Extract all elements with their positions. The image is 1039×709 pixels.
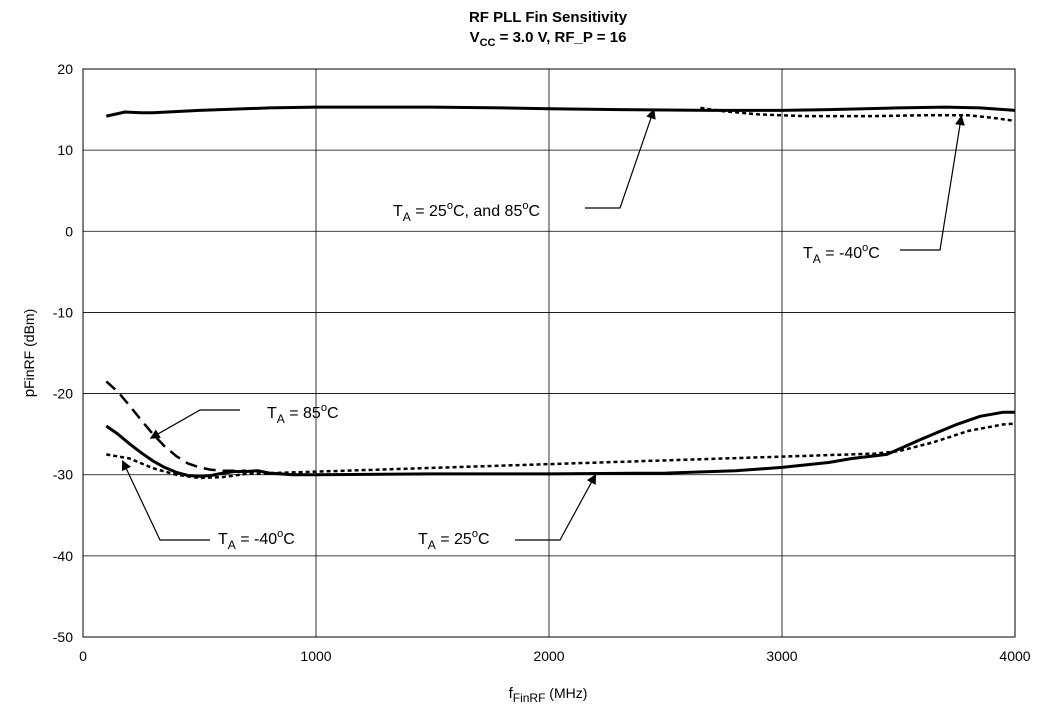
y-tick-label-5: -30 [53,467,73,483]
annotation-label-0: TA = 25oC, and 85oC [393,200,540,224]
x-tick-label-4: 4000 [999,648,1030,664]
y-tick-label-7: -50 [53,629,73,645]
y-tick-label-1: 10 [57,142,73,158]
annotation-arrow-4 [515,473,597,541]
y-axis-ticks: 20 10 0 -10 -20 -30 -40 -50 [53,61,73,645]
y-tick-label-6: -40 [53,548,73,564]
series-line-0 [105,105,1016,118]
x-axis-label: fFinRF (MHz) [509,685,588,705]
y-tick-label-4: -20 [53,386,73,402]
grid [82,68,1016,638]
annotation-arrow-3 [121,459,210,541]
y-axis-label: pFinRF (dBm) [21,309,38,397]
annotation-arrow-0 [585,108,656,209]
series-line-2 [105,380,247,472]
annotation-label-4: TA = 25oC [418,528,490,552]
annotation-arrow-2 [149,409,240,439]
chart-title: RF PLL Fin Sensitivity [469,9,628,26]
series [105,105,1016,480]
series-line-1 [700,106,1016,123]
x-tick-label-3: 3000 [766,648,797,664]
annotations: TA = 25oC, and 85oC TA = -40oC TA = 85oC TA… [121,108,965,552]
series-line-4 [106,422,1016,480]
x-axis-ticks: 0 1000 2000 3000 4000 [79,648,1031,664]
x-tick-label-2: 2000 [533,648,564,664]
y-tick-label-2: 0 [65,223,73,239]
annotation-label-1: TA = -40oC [803,242,880,266]
plot-area-border [82,68,1016,638]
annotation-arrow-1 [900,115,965,251]
y-tick-label-0: 20 [57,61,73,77]
chart-subtitle: VCC = 3.0 V, RF_P = 16 [470,29,627,49]
x-tick-label-0: 0 [79,648,87,664]
annotation-label-3: TA = -40oC [218,528,295,552]
series-line-3 [105,410,1015,478]
y-tick-label-3: -10 [53,304,73,320]
x-tick-label-1: 1000 [300,648,331,664]
annotation-label-2: TA = 85oC [267,402,339,426]
